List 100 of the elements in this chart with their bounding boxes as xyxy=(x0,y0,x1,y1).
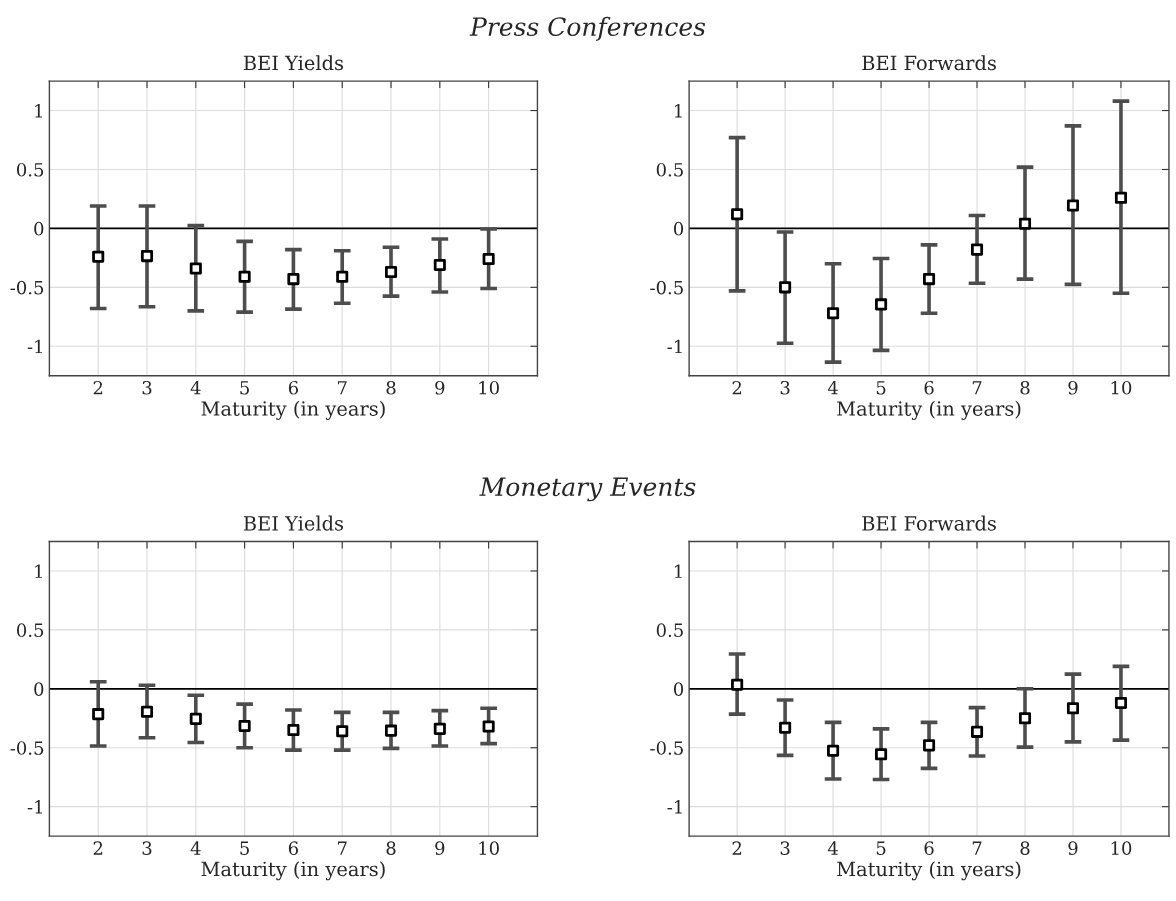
point xyxy=(1066,199,1080,212)
x-tick-label: 4 xyxy=(827,380,838,395)
x-tick-label: 2 xyxy=(732,841,742,855)
y-tick-label: 1 xyxy=(674,104,682,118)
point xyxy=(140,705,154,718)
point xyxy=(1066,702,1080,715)
point xyxy=(970,725,984,738)
x-tick-label: 8 xyxy=(386,380,396,395)
point xyxy=(189,262,202,275)
y-tick-label: -1 xyxy=(667,800,682,814)
point xyxy=(336,725,349,738)
x-tick-label: 8 xyxy=(1020,841,1030,855)
x-tick-label: 9 xyxy=(1068,380,1078,395)
y-tick-label: 0 xyxy=(34,221,44,236)
y-tick-label: 0 xyxy=(673,221,684,236)
x-tick-label: 6 xyxy=(288,841,299,855)
point xyxy=(731,208,744,221)
x-tick-label: 10 xyxy=(1111,841,1132,855)
x-axis-title: Maturity (in years) xyxy=(837,861,1021,881)
y-tick-label: 0.5 xyxy=(17,162,44,177)
point xyxy=(336,270,349,283)
x-tick-label: 5 xyxy=(876,381,886,395)
y-tick-label: -0.5 xyxy=(10,741,44,755)
point xyxy=(482,253,495,266)
chart-title: BEI Yields xyxy=(243,515,344,531)
y-tick-label: 0.5 xyxy=(17,623,44,638)
chart-subtitle: Monetary Events xyxy=(479,477,696,502)
x-tick-label: 8 xyxy=(1020,380,1030,395)
point xyxy=(779,281,792,294)
x-tick-label: 9 xyxy=(1068,841,1078,855)
point xyxy=(433,258,446,271)
x-tick-label: 2 xyxy=(93,380,103,395)
x-tick-label: 3 xyxy=(142,841,152,855)
chart-title: BEI Forwards xyxy=(862,515,996,531)
point xyxy=(482,720,495,733)
y-tick-label: 0.5 xyxy=(656,162,683,177)
y-tick-label: -1 xyxy=(27,800,42,814)
x-tick-label: 6 xyxy=(924,380,934,395)
y-tick-label: -1 xyxy=(27,339,42,354)
point xyxy=(92,250,105,263)
point xyxy=(384,724,398,737)
x-tick-label: 2 xyxy=(732,380,742,395)
x-tick-label: 10 xyxy=(479,841,499,855)
x-tick-label: 10 xyxy=(1111,380,1132,395)
point xyxy=(827,307,840,320)
x-tick-label: 4 xyxy=(190,380,201,395)
x-tick-label: 5 xyxy=(240,841,249,855)
y-tick-label: 0.5 xyxy=(656,623,683,638)
point xyxy=(238,719,251,732)
y-tick-label: 1 xyxy=(35,564,42,578)
point xyxy=(287,724,300,737)
point xyxy=(922,273,936,286)
point xyxy=(287,273,300,286)
point xyxy=(731,678,744,691)
point xyxy=(92,708,105,721)
x-tick-label: 6 xyxy=(924,841,934,855)
x-tick-label: 3 xyxy=(780,841,790,855)
y-tick-label: -0.5 xyxy=(10,280,44,295)
point xyxy=(1018,217,1032,230)
x-tick-label: 7 xyxy=(972,381,982,395)
chart-title: BEI Yields xyxy=(243,55,344,71)
y-tick-label: 1 xyxy=(674,564,682,578)
point xyxy=(384,265,398,279)
x-tick-label: 3 xyxy=(142,380,152,395)
point xyxy=(189,712,202,725)
point xyxy=(238,270,251,283)
y-tick-label: 0 xyxy=(673,682,684,696)
point xyxy=(970,243,984,256)
point xyxy=(875,748,888,761)
x-tick-label: 7 xyxy=(972,841,982,855)
y-tick-label: -0.5 xyxy=(650,741,683,755)
y-tick-label: 0 xyxy=(34,682,44,696)
x-tick-label: 3 xyxy=(780,380,790,395)
y-tick-label: -1 xyxy=(667,339,682,354)
point xyxy=(1114,191,1128,204)
x-tick-label: 6 xyxy=(288,380,299,395)
x-axis-title: Maturity (in years) xyxy=(837,400,1021,420)
chart-subtitle: Press Conferences xyxy=(469,16,706,41)
point xyxy=(827,744,840,757)
x-tick-label: 2 xyxy=(93,841,103,855)
x-tick-label: 4 xyxy=(190,841,201,855)
x-axis-title: Maturity (in years) xyxy=(201,861,385,881)
point xyxy=(922,739,936,752)
x-tick-label: 10 xyxy=(479,380,499,395)
chart-title: BEI Forwards xyxy=(862,55,996,71)
point xyxy=(433,722,446,735)
x-tick-label: 7 xyxy=(337,381,347,395)
x-tick-label: 5 xyxy=(240,381,249,395)
y-tick-label: -0.5 xyxy=(650,280,683,295)
x-tick-label: 7 xyxy=(337,841,347,855)
point xyxy=(140,250,154,263)
y-tick-label: 1 xyxy=(35,104,42,118)
x-axis-title: Maturity (in years) xyxy=(201,400,385,420)
x-tick-label: 8 xyxy=(386,841,396,855)
point xyxy=(1018,712,1032,725)
x-tick-label: 5 xyxy=(876,841,886,855)
point xyxy=(875,298,888,311)
x-tick-label: 4 xyxy=(827,841,838,855)
x-tick-label: 9 xyxy=(435,841,445,855)
point xyxy=(1114,696,1128,710)
